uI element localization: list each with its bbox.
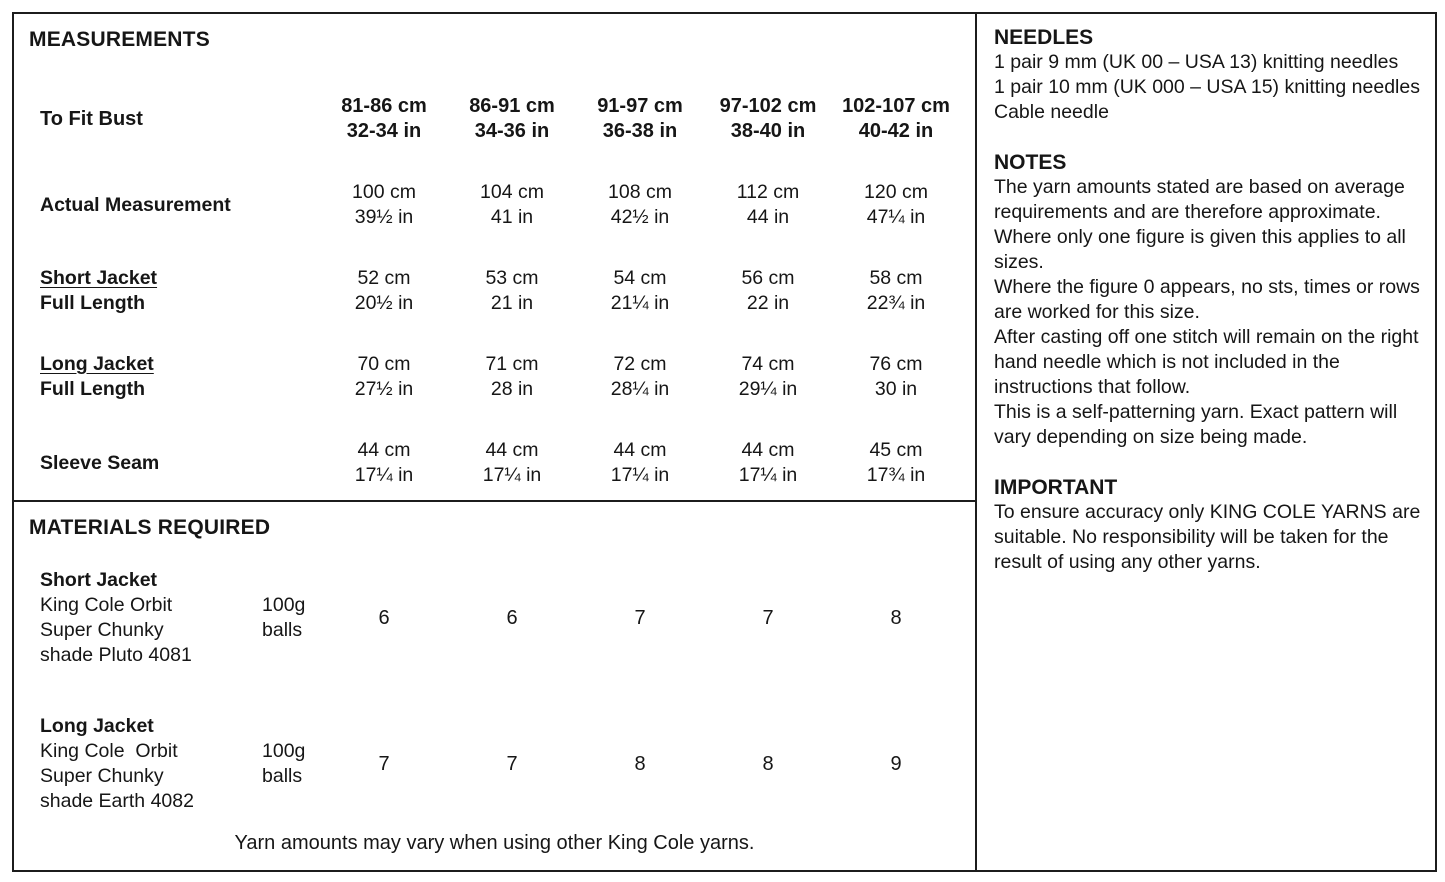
table-row-long-jacket: Long Jacket Full Length 70 cm 27½ in 71 …: [14, 352, 975, 402]
measurement-cell: 112 cm 44 in: [736, 181, 800, 228]
left-panel: MEASUREMENTS To Fit Bust 81-86 cm 32-34 …: [14, 14, 977, 870]
material-grid: King Cole Orbit Super Chunky shade Pluto…: [40, 593, 975, 668]
ball-count: 8: [634, 752, 646, 775]
important-text: To ensure accuracy only KING COLE YARNS …: [994, 501, 1421, 573]
notes-title: NOTES: [994, 151, 1067, 174]
to-fit-bust-label: To Fit Bust: [40, 107, 143, 130]
important-title: IMPORTANT: [994, 476, 1118, 499]
measurement-cell: 56 cm 22 in: [741, 267, 795, 314]
material-item-short-jacket: Short Jacket King Cole Orbit Super Chunk…: [14, 568, 975, 668]
row-label: Actual Measurement: [40, 193, 231, 216]
measurement-cell: 104 cm 41 in: [480, 181, 544, 228]
needles-item: 1 pair 10 mm (UK 000 – USA 15) knitting …: [994, 76, 1420, 98]
measurements-header-row: To Fit Bust 81-86 cm 32-34 in 86-91 cm 3…: [14, 94, 975, 144]
material-name: Short Jacket: [40, 569, 158, 591]
measurement-cell: 70 cm 27½ in: [354, 353, 414, 400]
row-label: Sleeve Seam: [40, 451, 160, 474]
measurement-cell: 52 cm 20½ in: [354, 267, 414, 314]
notes-paragraph: Where the figure 0 appears, no sts, time…: [994, 276, 1420, 323]
measurement-cell: 76 cm 30 in: [869, 353, 923, 400]
measurement-cell: 120 cm 47¼ in: [864, 181, 928, 228]
measurement-cell: 71 cm 28 in: [485, 353, 539, 400]
notes-paragraph: Where only one figure is given this appl…: [994, 226, 1406, 273]
size-column-header: 86-91 cm 34-36 in: [469, 95, 555, 142]
notes-block: NOTES The yarn amounts stated are based …: [994, 150, 1427, 450]
needles-title: NEEDLES: [994, 26, 1094, 49]
measurements-title: MEASUREMENTS: [29, 28, 210, 51]
measurements-section: MEASUREMENTS To Fit Bust 81-86 cm 32-34 …: [14, 14, 975, 500]
notes-paragraph: This is a self-patterning yarn. Exact pa…: [994, 401, 1398, 448]
pattern-sheet: MEASUREMENTS To Fit Bust 81-86 cm 32-34 …: [12, 12, 1437, 872]
measurement-cell: 74 cm 29¼ in: [738, 353, 798, 400]
measurement-cell: 44 cm 17¼ in: [610, 439, 670, 486]
yarn-description: King Cole Orbit Super Chunky shade Earth…: [40, 740, 194, 812]
materials-section: MATERIALS REQUIRED Short Jacket King Col…: [14, 500, 975, 870]
yarn-unit: 100g balls: [262, 740, 306, 787]
measurement-cell: 108 cm 42½ in: [608, 181, 672, 228]
size-column-header: 81-86 cm 32-34 in: [341, 95, 427, 142]
table-row-actual-measurement: Actual Measurement 100 cm 39½ in 104 cm …: [14, 180, 975, 230]
measurement-cell: 44 cm 17¼ in: [738, 439, 798, 486]
measurement-cell: 72 cm 28¼ in: [610, 353, 670, 400]
table-row-short-jacket: Short Jacket Full Length 52 cm 20½ in 53…: [14, 266, 975, 316]
needles-block: NEEDLES 1 pair 9 mm (UK 00 – USA 13) kni…: [994, 25, 1427, 125]
table-row-sleeve-seam: Sleeve Seam 44 cm 17¼ in 44 cm 17¼ in 44…: [14, 438, 975, 488]
measurement-cell: 54 cm 21¼ in: [610, 267, 670, 314]
material-grid: King Cole Orbit Super Chunky shade Earth…: [40, 739, 975, 814]
measurement-cell: 53 cm 21 in: [485, 267, 539, 314]
ball-count: 7: [634, 606, 646, 629]
ball-count: 9: [890, 752, 902, 775]
material-name: Long Jacket: [40, 715, 154, 737]
ball-count: 7: [378, 752, 390, 775]
size-column-header: 91-97 cm 36-38 in: [597, 95, 683, 142]
yarn-unit: 100g balls: [262, 594, 306, 641]
size-column-header: 97-102 cm 38-40 in: [719, 95, 817, 142]
ball-count: 7: [762, 606, 774, 629]
row-label: Long Jacket Full Length: [40, 353, 154, 400]
row-label: Short Jacket Full Length: [40, 267, 158, 314]
needles-item: Cable needle: [994, 101, 1109, 123]
yarn-description: King Cole Orbit Super Chunky shade Pluto…: [40, 594, 192, 666]
ball-count: 6: [506, 606, 518, 629]
ball-count: 8: [762, 752, 774, 775]
ball-count: 8: [890, 606, 902, 629]
measurement-cell: 44 cm 17¼ in: [354, 439, 414, 486]
ball-count: 7: [506, 752, 518, 775]
materials-title: MATERIALS REQUIRED: [29, 516, 271, 539]
info-panel: NEEDLES 1 pair 9 mm (UK 00 – USA 13) kni…: [977, 14, 1435, 870]
important-block: IMPORTANT To ensure accuracy only KING C…: [994, 475, 1427, 575]
needles-item: 1 pair 9 mm (UK 00 – USA 13) knitting ne…: [994, 51, 1399, 73]
measurement-cell: 45 cm 17¾ in: [866, 439, 926, 486]
size-column-header: 102-107 cm 40-42 in: [842, 95, 950, 142]
material-item-long-jacket: Long Jacket King Cole Orbit Super Chunky…: [14, 714, 975, 814]
measurement-cell: 58 cm 22¾ in: [866, 267, 926, 314]
yarn-footnote: Yarn amounts may vary when using other K…: [234, 832, 755, 854]
notes-paragraph: The yarn amounts stated are based on ave…: [994, 176, 1405, 223]
measurement-cell: 44 cm 17¼ in: [482, 439, 542, 486]
measurement-cell: 100 cm 39½ in: [352, 181, 416, 228]
ball-count: 6: [378, 606, 390, 629]
notes-paragraph: After casting off one stitch will remain…: [994, 326, 1419, 398]
